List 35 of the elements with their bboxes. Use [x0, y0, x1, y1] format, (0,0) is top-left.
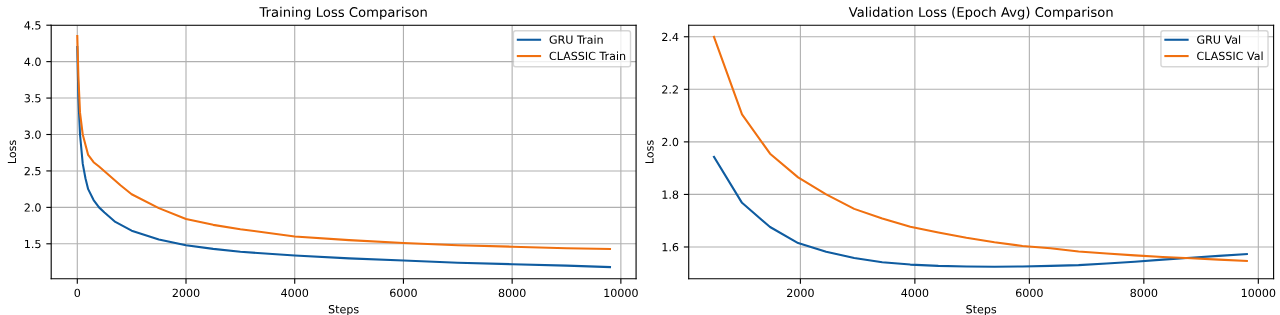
y-tick-label: 2.0 — [24, 203, 41, 212]
x-tick-label: 8000 — [498, 288, 526, 298]
y-tick-label: 4.0 — [24, 57, 41, 67]
y-tick-label: 1.5 — [25, 239, 41, 249]
y-axis-title: Loss — [645, 140, 654, 164]
y-tick-label: 2.4 — [662, 32, 679, 41]
x-tick-label: 8000 — [1130, 288, 1158, 298]
legend-label: CLASSIC Val — [1197, 51, 1263, 61]
y-tick-label: 2.0 — [662, 137, 679, 147]
x-tick-label: 4000 — [281, 288, 309, 298]
y-tick-label: 3.0 — [24, 130, 41, 139]
y-tick-label: 4.5 — [24, 21, 41, 30]
y-tick-label: 3.5 — [24, 94, 41, 103]
x-tick-label: 4000 — [901, 288, 929, 298]
legend-label: GRU Train — [549, 35, 603, 44]
chart-title: Training Loss Comparison — [259, 6, 427, 20]
x-tick-label: 6000 — [1015, 288, 1043, 298]
y-tick-label: 2.5 — [24, 166, 41, 176]
x-tick-label: 6000 — [390, 288, 417, 298]
y-tick-label: 2.2 — [662, 85, 678, 94]
y-tick-label: 1.6 — [662, 242, 679, 252]
x-tick-label: 2000 — [787, 288, 814, 298]
x-tick-label: 10000 — [1241, 288, 1276, 298]
y-tick-label: 1.8 — [662, 190, 679, 199]
chart-title: Validation Loss (Epoch Avg) Comparison — [848, 6, 1113, 20]
legend-label: CLASSIC Train — [549, 51, 626, 61]
x-tick-label: 10000 — [604, 288, 638, 298]
x-tick-label: 2000 — [172, 288, 200, 298]
legend-label: GRU Val — [1197, 35, 1241, 44]
line-series — [712, 155, 1248, 268]
line-series — [712, 35, 1248, 262]
x-axis-title: Steps — [328, 305, 359, 315]
x-axis-title: Steps — [966, 305, 997, 315]
y-axis-title: Loss — [7, 140, 17, 164]
x-tick-label: 0 — [74, 288, 81, 298]
